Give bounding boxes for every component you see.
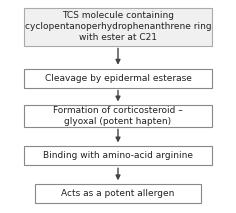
FancyBboxPatch shape [24, 8, 212, 46]
Text: Cleavage by epidermal esterase: Cleavage by epidermal esterase [45, 74, 191, 83]
FancyBboxPatch shape [24, 69, 212, 88]
FancyBboxPatch shape [24, 105, 212, 127]
FancyBboxPatch shape [35, 184, 201, 203]
Text: Binding with amino-acid arginine: Binding with amino-acid arginine [43, 151, 193, 160]
Text: Acts as a potent allergen: Acts as a potent allergen [61, 189, 175, 198]
FancyBboxPatch shape [24, 147, 212, 165]
Text: TCS molecule containing
cyclopentanoperhydrophenanthrene ring
with ester at C21: TCS molecule containing cyclopentanoperh… [25, 11, 211, 42]
Text: Formation of corticosteroid –
glyoxal (potent hapten): Formation of corticosteroid – glyoxal (p… [53, 106, 183, 126]
